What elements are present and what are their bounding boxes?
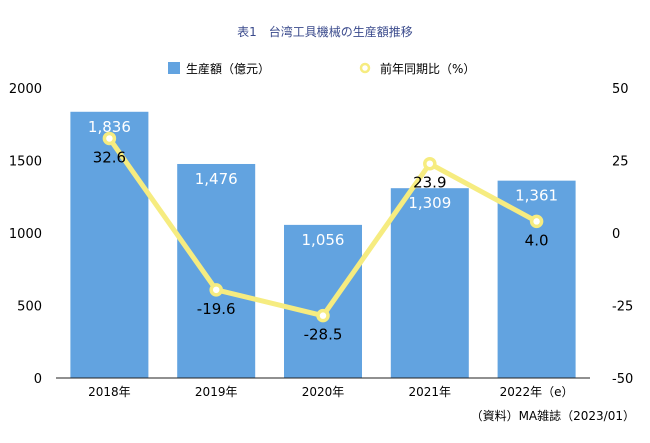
bar: [390, 188, 469, 378]
bar-value-label: 1,476: [195, 170, 238, 188]
chart-title: 表1 台湾工具機械の生産額推移: [237, 24, 413, 39]
legend-bar-swatch: [168, 62, 180, 74]
x-tick-label: 2021年: [409, 385, 452, 399]
bar-value-label: 1,361: [515, 187, 558, 205]
bar: [177, 163, 256, 378]
bar: [284, 224, 362, 378]
right-tick-label: 50: [612, 82, 629, 97]
legend-line-label: 前年同期比（%）: [380, 61, 475, 76]
legend-bar-label: 生産額（億元）: [186, 61, 270, 76]
bar-value-label: 1,309: [408, 194, 451, 212]
x-tick-label: 2019年: [195, 385, 238, 399]
left-tick-label: 2000: [9, 82, 42, 97]
line-value-label: 23.9: [413, 174, 446, 192]
right-tick-label: -50: [612, 372, 633, 387]
x-tick-label: 2022年（e）: [500, 385, 574, 399]
line-point: [209, 283, 223, 297]
bar: [497, 180, 576, 378]
right-tick-label: -25: [612, 300, 633, 315]
right-tick-label: 25: [612, 155, 629, 170]
x-tick-label: 2018年: [88, 385, 131, 399]
left-tick-label: 1500: [9, 155, 42, 170]
legend-line-marker: [359, 62, 371, 74]
source-note: （資料）MA雑誌（2023/01）: [471, 408, 635, 423]
left-tick-label: 1000: [9, 227, 42, 242]
bar-value-label: 1,836: [88, 118, 131, 136]
right-tick-label: 0: [612, 227, 620, 242]
line-value-label: 32.6: [93, 148, 126, 166]
left-tick-label: 0: [34, 372, 42, 387]
line-point: [316, 308, 330, 323]
line-point: [423, 156, 437, 171]
line-value-label: -19.6: [197, 300, 236, 318]
legend: 生産額（億元） 前年同期比（%）: [168, 61, 475, 76]
bar: [70, 111, 149, 378]
line-value-label: -28.5: [304, 326, 343, 344]
bar-value-label: 1,056: [302, 231, 345, 249]
line-value-label: 4.0: [525, 231, 549, 249]
x-tick-label: 2020年: [302, 385, 345, 399]
line-point: [102, 131, 117, 146]
left-tick-label: 500: [17, 300, 42, 315]
line-point: [529, 214, 544, 229]
